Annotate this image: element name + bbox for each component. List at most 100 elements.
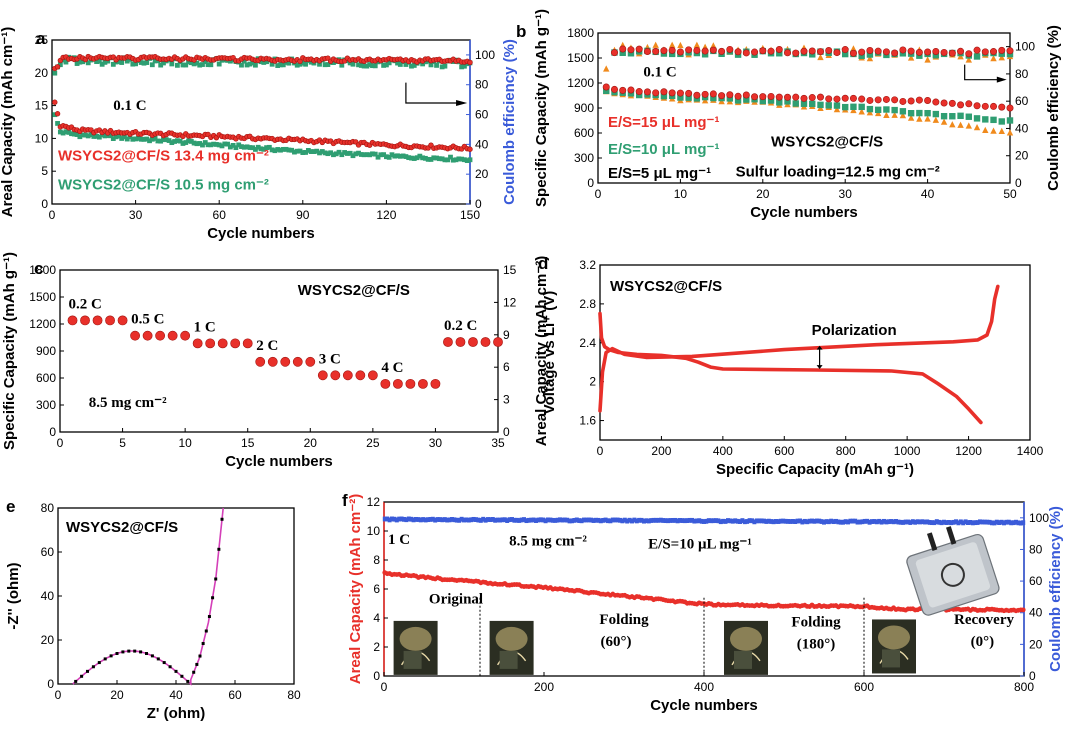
data-point <box>258 59 264 65</box>
data-point <box>225 141 230 147</box>
ce-point <box>915 519 920 525</box>
data-point <box>858 103 865 111</box>
y2-tick-label: 3 <box>503 393 510 407</box>
panel-a: 0 30 60 90 120 1500510152025020406080100Cycle… <box>0 27 518 242</box>
y2-tick-label: 0 <box>503 425 510 439</box>
ce-point <box>483 517 488 523</box>
polarization-label: Polarization <box>812 322 897 339</box>
ce-point <box>452 517 457 523</box>
ce-point <box>831 519 836 525</box>
data-point <box>166 138 172 143</box>
data-point <box>842 50 849 58</box>
data-point <box>643 47 651 55</box>
data-point <box>718 92 726 100</box>
data-point <box>297 61 303 67</box>
data-point <box>742 49 750 57</box>
ce-point <box>498 517 502 523</box>
data-point <box>759 97 766 105</box>
ce-point <box>939 520 944 526</box>
data-point <box>361 63 367 69</box>
ce-point <box>951 519 956 525</box>
data-point <box>685 46 693 54</box>
rate-data-point <box>155 330 166 341</box>
x-axis-title: Z' (ohm) <box>147 705 206 722</box>
ce-point <box>889 519 894 524</box>
photo-cell <box>734 650 752 669</box>
data-point <box>849 94 857 102</box>
ce-point <box>903 519 908 525</box>
data-point <box>619 86 627 94</box>
ce-point <box>992 520 997 526</box>
data-point <box>660 47 668 55</box>
data-point <box>297 58 303 65</box>
data-point <box>372 63 378 69</box>
data-point <box>445 157 451 163</box>
ce-point <box>824 519 829 524</box>
ce-point <box>994 519 999 525</box>
rate-data-point <box>480 337 491 347</box>
data-point <box>981 48 989 56</box>
data-point <box>808 47 816 55</box>
data-point <box>882 95 890 103</box>
data-point <box>356 150 361 156</box>
ce-point <box>970 520 975 526</box>
data-point <box>891 49 899 57</box>
y-tick-label: 900 <box>574 101 594 115</box>
data-point <box>186 138 191 144</box>
data-point <box>726 91 734 99</box>
ce-point <box>512 517 517 523</box>
ce-point <box>790 518 795 524</box>
ce-point <box>798 518 802 524</box>
ce-point <box>550 517 555 523</box>
y2-tick-label: 100 <box>1029 511 1049 525</box>
data-point <box>990 116 997 124</box>
data-point <box>88 132 94 138</box>
rate-data-point <box>130 330 140 341</box>
data-point <box>767 47 775 55</box>
data-point <box>448 154 453 160</box>
data-point <box>676 89 684 97</box>
ce-point <box>826 519 831 525</box>
x-tick-label: 120 <box>376 208 396 222</box>
data-point <box>241 144 247 150</box>
y-tick-label: 60 <box>41 545 55 559</box>
eis-data-point <box>150 654 154 658</box>
data-point <box>635 45 643 53</box>
ce-point <box>838 519 843 525</box>
rate-data-point <box>242 338 253 349</box>
data-point <box>915 48 923 56</box>
data-point <box>172 139 178 144</box>
data-point <box>375 154 381 160</box>
data-point <box>395 153 400 159</box>
y-tick-label: 12 <box>367 495 381 509</box>
ce-point <box>872 519 877 524</box>
data-point <box>1006 104 1014 112</box>
data-point <box>108 133 113 139</box>
data-point <box>358 63 364 68</box>
data-point <box>833 95 841 103</box>
data-point <box>907 47 915 55</box>
data-point <box>924 56 931 63</box>
ce-point <box>975 520 980 525</box>
data-point <box>205 142 211 148</box>
data-point <box>208 62 214 68</box>
data-point <box>308 149 314 154</box>
ce-point <box>517 518 522 523</box>
y2-tick-label: 40 <box>1015 121 1029 135</box>
data-point <box>211 141 217 147</box>
data-point <box>370 151 375 157</box>
y2-tick-label: 80 <box>1015 67 1029 81</box>
eis-data-point <box>109 654 113 658</box>
data-point <box>676 48 684 56</box>
y2-tick-label: 12 <box>503 295 517 309</box>
stage-label: Original <box>429 592 483 608</box>
rate-label: 1 C <box>194 319 216 335</box>
data-point <box>899 97 907 105</box>
ce-point <box>718 519 723 525</box>
ce-point <box>958 519 963 525</box>
data-point <box>180 62 186 68</box>
data-point <box>194 141 200 147</box>
ce-point <box>570 518 574 524</box>
ce-point <box>766 518 771 524</box>
ce-point <box>963 519 968 525</box>
